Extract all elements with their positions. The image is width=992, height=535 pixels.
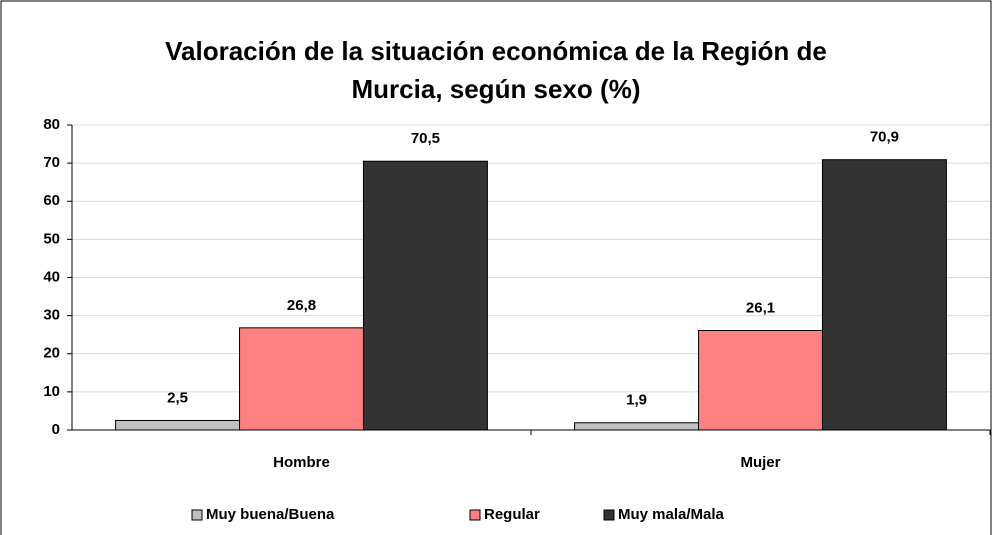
y-tick-label: 30: [43, 307, 60, 324]
bar: [821, 159, 947, 431]
y-tick-label: 60: [43, 192, 60, 209]
legend-swatch: [191, 509, 203, 521]
legend-label: Regular: [484, 506, 540, 523]
bar: [574, 422, 700, 431]
bar: [115, 419, 241, 431]
legend-swatch: [469, 509, 481, 521]
value-label: 70,5: [411, 130, 440, 147]
value-label: 70,9: [870, 129, 899, 146]
legend-swatch: [603, 509, 615, 521]
value-label: 1,9: [626, 392, 647, 409]
legend-label: Muy buena/Buena: [206, 506, 335, 523]
y-tick-label: 70: [43, 154, 60, 171]
x-tick-label: Mujer: [740, 454, 780, 471]
value-label: 2,5: [167, 389, 188, 406]
y-tick-label: 80: [43, 116, 60, 133]
x-tick-label: Hombre: [273, 454, 330, 471]
legend-label: Muy mala/Mala: [618, 506, 725, 523]
y-tick-label: 20: [43, 345, 60, 362]
bar: [239, 327, 364, 431]
y-tick-label: 40: [43, 268, 60, 285]
y-tick-label: 10: [43, 383, 60, 400]
value-label: 26,8: [287, 297, 316, 314]
chart-title: Valoración de la situación económica de …: [165, 36, 827, 104]
value-label: 26,1: [746, 299, 775, 316]
y-tick-label: 50: [43, 230, 60, 247]
bar: [698, 329, 823, 431]
y-tick-label: 0: [52, 421, 60, 438]
bar: [362, 160, 488, 431]
